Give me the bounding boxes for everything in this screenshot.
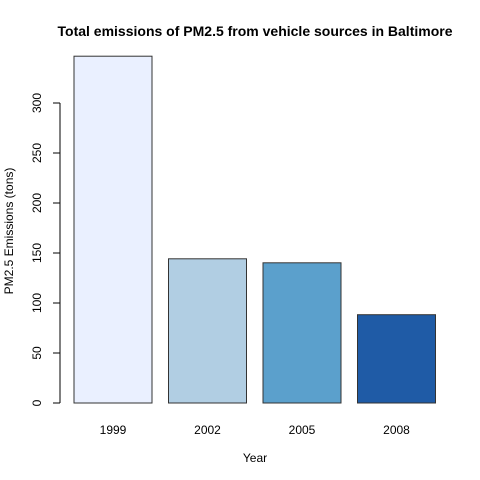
bar-1999 xyxy=(74,56,152,403)
y-axis: 0 50 100 150 200 250 300 xyxy=(30,93,60,407)
x-tick-label-2002: 2002 xyxy=(194,423,221,437)
x-axis-label: Year xyxy=(243,451,267,465)
y-tick-label-150: 150 xyxy=(30,243,44,263)
chart-title: Total emissions of PM2.5 from vehicle so… xyxy=(58,23,453,39)
bar-2002 xyxy=(169,259,247,403)
x-tick-label-2008: 2008 xyxy=(383,423,410,437)
y-tick-label-200: 200 xyxy=(30,193,44,213)
y-tick-label-50: 50 xyxy=(30,346,44,360)
bar-2005 xyxy=(263,263,341,403)
x-tick-label-1999: 1999 xyxy=(100,423,127,437)
y-tick-label-300: 300 xyxy=(30,93,44,113)
y-axis-label: PM2.5 Emissions (tons) xyxy=(2,168,16,295)
bars-group xyxy=(74,56,436,403)
x-tick-label-2005: 2005 xyxy=(289,423,316,437)
bar-2008 xyxy=(358,315,436,403)
y-tick-label-0: 0 xyxy=(30,399,44,406)
x-axis-ticks: 1999 2002 2005 2008 xyxy=(100,423,411,437)
y-tick-label-100: 100 xyxy=(30,293,44,313)
y-tick-label-250: 250 xyxy=(30,143,44,163)
